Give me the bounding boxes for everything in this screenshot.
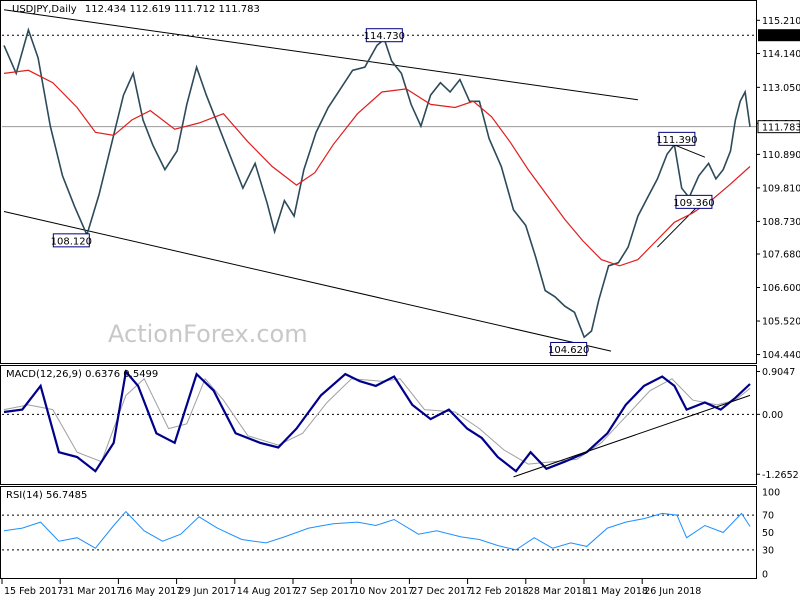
annotation-box-1 (52, 233, 90, 248)
price-tick-label-6: 108.730 (762, 217, 800, 228)
macd-signal-line (3, 377, 751, 465)
current-price-tag-label: 111.783 (762, 123, 800, 134)
current-price-tag (757, 120, 800, 134)
x-tick-label-11: 26 Jun 2018 (644, 586, 701, 597)
chart-symbol: USDJPY,Daily (12, 4, 77, 15)
price-series-line (3, 27, 751, 339)
rsi-tick-label-3: 30 (762, 545, 774, 556)
ohlc-readout: 112.434 112.619 111.712 111.783 (85, 4, 260, 15)
x-tick-label-0: 15 Feb 2017 (4, 586, 63, 597)
price-panel-frame (0, 0, 757, 364)
x-tick-label-4: 14 Aug 2017 (237, 586, 298, 597)
x-tick-label-2: 16 May 2017 (120, 586, 182, 597)
rsi-tick-label-0: 100 (762, 488, 780, 499)
annotation-label-0: 114.730 (364, 31, 405, 42)
trendline-1 (3, 210, 612, 352)
chart-title: USDJPY,Daily 112.434 112.619 111.712 111… (12, 4, 260, 15)
axis-layer: 115.210114.140113.050111.890110.890109.8… (1, 16, 800, 597)
price-tick-label-8: 106.600 (762, 283, 800, 294)
rsi-label: RSI(14) 56.7485 (6, 490, 87, 501)
price-tick-label-9: 105.520 (762, 317, 800, 328)
price-tick-label-4: 110.890 (762, 150, 800, 161)
x-tick-label-8: 12 Feb 2018 (470, 586, 529, 597)
x-tick-label-6: 10 Nov 2017 (353, 586, 414, 597)
macd-label: MACD(12,26,9) 0.6376 0.5499 (6, 369, 158, 380)
rsi-line (3, 510, 751, 551)
trendline-0 (3, 9, 638, 101)
price-tick-label-1: 114.140 (762, 49, 800, 60)
annotation-box-0 (365, 28, 403, 43)
annotation-box-3 (658, 131, 696, 146)
price-tick-label-5: 109.810 (762, 183, 800, 194)
annotation-box-2 (550, 341, 588, 356)
rsi-layer (2, 510, 756, 551)
price-tick-label-0: 115.210 (762, 16, 800, 27)
resistance-tag-label: 114.730 (762, 31, 800, 42)
macd-tick-label-2: -1.2652 (762, 470, 799, 481)
x-tick-label-7: 27 Dec 2017 (411, 586, 472, 597)
resistance-tag (758, 29, 800, 42)
x-tick-label-10: 11 May 2018 (586, 586, 648, 597)
price-tick-label-7: 107.680 (762, 250, 800, 261)
x-tick-label-1: 31 Mar 2017 (62, 586, 122, 597)
rsi-tick-label-1: 70 (762, 511, 774, 522)
moving-average-line (3, 69, 751, 267)
x-tick-label-5: 27 Sep 2017 (295, 586, 355, 597)
annotation-label-4: 109.360 (673, 198, 714, 209)
price-layer: 114.730 108.120 104.620 111.390 109.360 (2, 9, 756, 356)
rsi-tick-label-4: 0 (762, 570, 768, 581)
rsi-tick-label-2: 50 (762, 528, 774, 539)
rsi-panel-frame (0, 486, 757, 579)
x-tick-label-9: 28 Mar 2018 (528, 586, 588, 597)
macd-trendline (513, 394, 751, 478)
x-tick-label-3: 29 Jun 2017 (179, 586, 236, 597)
price-tick-label-2: 113.050 (762, 83, 800, 94)
annotation-label-3: 111.390 (656, 135, 697, 146)
macd-layer (2, 369, 756, 478)
macd-main-line (3, 369, 751, 473)
macd-tick-label-0: 0.9047 (762, 367, 795, 378)
annotation-label-1: 108.120 (51, 236, 92, 247)
watermark: ActionForex.com (108, 320, 308, 348)
annotation-box-4 (675, 194, 713, 209)
annotation-label-2: 104.620 (548, 345, 589, 356)
macd-tick-label-1: 0.00 (762, 410, 783, 421)
price-tick-label-10: 104.440 (762, 350, 800, 361)
